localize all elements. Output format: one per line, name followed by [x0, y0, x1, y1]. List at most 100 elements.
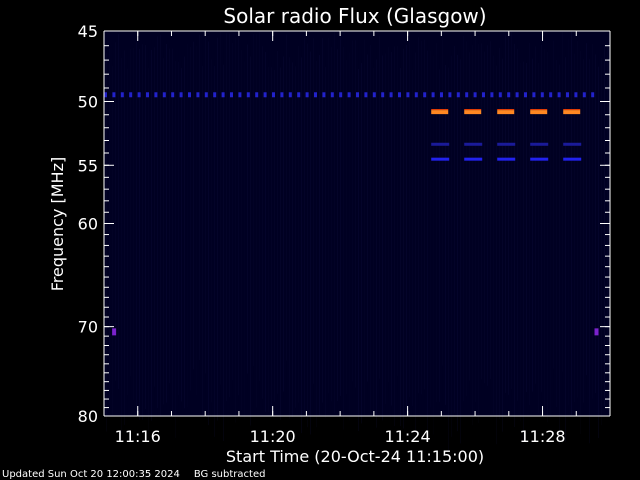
- noise-streak: [568, 38, 569, 406]
- band-segment: [473, 92, 477, 98]
- noise-streak: [307, 43, 308, 428]
- noise-streak: [313, 38, 314, 384]
- noise-streak: [148, 68, 149, 439]
- band-segment: [456, 92, 460, 98]
- noise-streak: [118, 34, 119, 390]
- band-segment: [591, 92, 595, 98]
- noise-streak: [373, 67, 374, 416]
- noise-streak: [154, 47, 155, 387]
- noise-streak: [220, 31, 221, 385]
- noise-streak: [106, 53, 107, 432]
- noise-streak: [304, 37, 305, 411]
- noise-streak: [499, 47, 500, 420]
- noise-streak: [139, 48, 140, 420]
- noise-streak: [502, 58, 503, 432]
- noise-streak: [517, 48, 518, 401]
- band-segment-edge: [464, 109, 482, 111]
- noise-streak: [448, 67, 449, 452]
- y-tick-label: 60: [78, 215, 98, 234]
- band-segment: [530, 157, 549, 161]
- noise-streak: [484, 51, 485, 384]
- noise-streak: [334, 32, 335, 414]
- noise-streak: [529, 43, 530, 405]
- noise-streak: [229, 33, 230, 398]
- noise-streak: [535, 46, 536, 384]
- noise-streak: [415, 52, 416, 435]
- band-segment: [498, 92, 502, 98]
- band-segment: [364, 92, 368, 98]
- noise-streak: [145, 45, 146, 410]
- noise-streak: [604, 44, 605, 407]
- noise-streak: [481, 43, 482, 380]
- noise-streak: [454, 45, 455, 413]
- noise-streak: [403, 48, 404, 429]
- band-segment: [120, 92, 124, 98]
- band-segment: [162, 92, 166, 98]
- noise-streak: [160, 34, 161, 417]
- noise-streak: [310, 51, 311, 435]
- noise-streak: [361, 63, 362, 424]
- noise-streak: [178, 61, 179, 396]
- noise-streak: [487, 45, 488, 386]
- band-segment: [280, 92, 284, 98]
- band-segment: [188, 92, 191, 98]
- noise-streak: [274, 69, 275, 402]
- band-segment: [464, 110, 482, 115]
- x-axis-label: Start Time (20-Oct-24 11:15:00): [226, 447, 484, 466]
- band-segment: [263, 92, 267, 98]
- noise-streak: [259, 32, 260, 382]
- noise-streak: [265, 52, 266, 412]
- band-segment-edge: [497, 109, 515, 111]
- noise-streak: [466, 41, 467, 397]
- noise-streak: [562, 31, 563, 372]
- noise-streak: [475, 36, 476, 403]
- noise-streak: [406, 44, 407, 415]
- band-segment: [389, 92, 393, 98]
- noise-streak: [217, 37, 218, 421]
- noise-streak: [316, 60, 317, 428]
- band-segment: [431, 110, 449, 115]
- x-tick-label: 11:20: [250, 427, 296, 446]
- band-segment: [196, 92, 200, 98]
- noise-streak: [526, 62, 527, 393]
- noise-streak: [127, 68, 128, 396]
- y-tick-label: 80: [78, 407, 98, 426]
- band-50.8mhz: [431, 109, 581, 115]
- chart-title: Solar radio Flux (Glasgow): [223, 4, 486, 28]
- noise-streak: [352, 40, 353, 382]
- noise-streak: [277, 50, 278, 394]
- band-segment: [507, 92, 511, 98]
- noise-streak: [457, 54, 458, 432]
- band-49.5mhz: [104, 92, 595, 98]
- noise-streak: [193, 41, 194, 370]
- noise-streak: [205, 36, 206, 374]
- noise-streak: [226, 33, 227, 402]
- noise-streak: [589, 59, 590, 444]
- footer-updated: Updated Sun Oct 20 12:00:35 2024: [2, 469, 180, 480]
- noise-streak: [400, 67, 401, 426]
- noise-streak: [577, 41, 578, 398]
- noise-streak: [523, 61, 524, 442]
- noise-streak: [538, 62, 539, 414]
- noise-streak: [133, 47, 134, 400]
- band-segment: [530, 142, 549, 146]
- signal-spot: [594, 328, 599, 336]
- noise-streak: [607, 43, 608, 374]
- band-segment: [246, 92, 250, 98]
- noise-streak: [283, 56, 284, 392]
- noise-streak: [199, 34, 200, 361]
- noise-streak: [586, 43, 587, 376]
- band-segment: [238, 92, 242, 98]
- band-segment: [563, 142, 582, 146]
- band-segment: [297, 92, 301, 98]
- footer: Updated Sun Oct 20 12:00:35 2024 BG subtr…: [2, 469, 279, 480]
- noise-streak: [121, 57, 122, 434]
- band-segment: [431, 157, 450, 161]
- band-54.5mhz: [431, 157, 582, 161]
- y-axis-label: Frequency [MHz]: [48, 157, 67, 291]
- noise-streak: [196, 45, 197, 396]
- noise-streak: [565, 57, 566, 442]
- band-segment: [431, 142, 450, 146]
- noise-streak: [505, 35, 506, 393]
